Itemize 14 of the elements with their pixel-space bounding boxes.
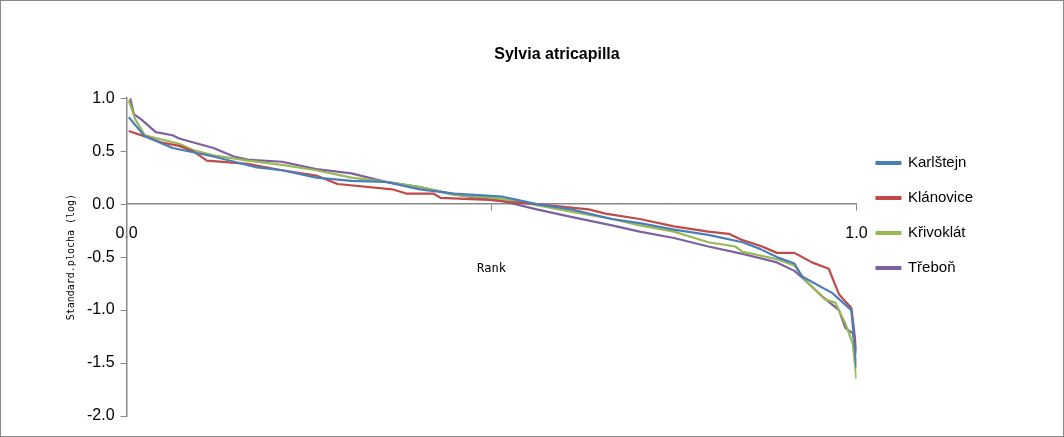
legend-label: Křivoklát <box>907 223 967 241</box>
y-tick-label: -1.5 <box>86 353 115 371</box>
y-tick-label: -0.5 <box>86 247 115 265</box>
y-axis-title: Standard.plocha (log) <box>64 193 76 321</box>
chart-title: Sylvia atricapilla <box>494 45 620 63</box>
legend-label: Karlštejn <box>907 153 967 171</box>
y-tick-label: 0.0 <box>92 194 115 212</box>
legend-label: Klánovice <box>907 188 974 206</box>
y-tick-label: 0.5 <box>92 141 115 159</box>
y-tick-label: -2.0 <box>86 406 115 424</box>
x-axis-title: Rank <box>477 260 507 275</box>
legend-label: Třeboň <box>907 258 956 276</box>
y-tick-label: 1.0 <box>92 88 115 106</box>
y-tick-label: -1.0 <box>86 300 115 318</box>
